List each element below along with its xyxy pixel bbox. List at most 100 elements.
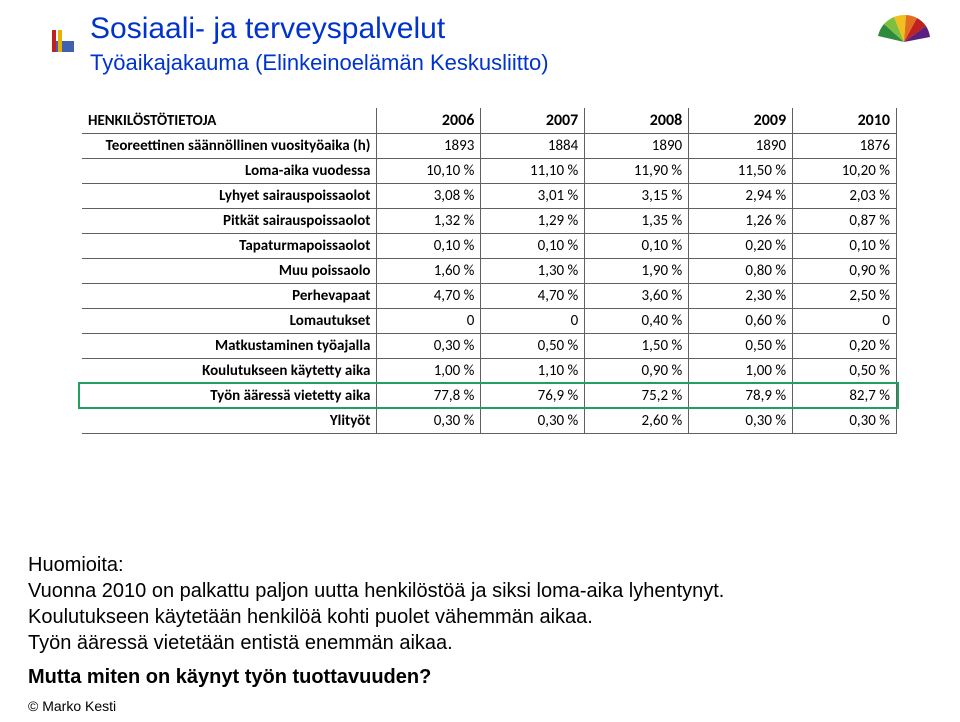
table-row-label: Teoreettinen säännöllinen vuosityöaika (… <box>82 134 377 159</box>
table-row: Pitkät sairauspoissaolot1,32 %1,29 %1,35… <box>82 209 897 234</box>
table-row: Loma-aika vuodessa10,10 %11,10 %11,90 %1… <box>82 159 897 184</box>
table-row-label: Tapaturmapoissaolot <box>82 234 377 259</box>
table-row-label: Muu poissaolo <box>82 259 377 284</box>
table-row-label: Pitkät sairauspoissaolot <box>82 209 377 234</box>
data-table: HENKILÖSTÖTIETOJA20062007200820092010 Teo… <box>82 108 897 434</box>
table-cell: 0,30 % <box>377 334 481 359</box>
table-cell: 2,60 % <box>585 409 689 434</box>
table-cell: 1,50 % <box>585 334 689 359</box>
table-cell: 1,35 % <box>585 209 689 234</box>
table-cell: 76,9 % <box>481 384 585 409</box>
table-cell: 3,15 % <box>585 184 689 209</box>
table-cell: 0,40 % <box>585 309 689 334</box>
notes-line: Vuonna 2010 on palkattu paljon uutta hen… <box>28 578 724 604</box>
table-cell: 0,30 % <box>481 409 585 434</box>
table-cell: 0,30 % <box>793 409 897 434</box>
table-cell: 0,10 % <box>793 234 897 259</box>
page-subtitle: Työaikajakauma (Elinkeinoelämän Keskusli… <box>90 50 870 76</box>
table-cell: 0 <box>793 309 897 334</box>
notes-line: Koulutukseen käytetään henkilöä kohti pu… <box>28 604 724 630</box>
table-row: Matkustaminen työajalla0,30 %0,50 %1,50 … <box>82 334 897 359</box>
table-year-header: 2006 <box>377 108 481 134</box>
table-cell: 0,10 % <box>585 234 689 259</box>
table-cell: 0,10 % <box>377 234 481 259</box>
table-cell: 1,60 % <box>377 259 481 284</box>
table-cell: 1,00 % <box>377 359 481 384</box>
notes-heading: Huomioita: <box>28 552 724 578</box>
table-cell: 0,87 % <box>793 209 897 234</box>
table-header-label: HENKILÖSTÖTIETOJA <box>82 108 377 134</box>
table-row-label: Perhevapaat <box>82 284 377 309</box>
page-title: Sosiaali- ja terveyspalvelut <box>90 12 870 46</box>
table-row: Työn ääressä vietetty aika77,8 %76,9 %75… <box>82 384 897 409</box>
table-cell: 0,60 % <box>689 309 793 334</box>
table-row-label: Ylityöt <box>82 409 377 434</box>
table-cell: 1,26 % <box>689 209 793 234</box>
table-row: Tapaturmapoissaolot0,10 %0,10 %0,10 %0,2… <box>82 234 897 259</box>
table-cell: 3,01 % <box>481 184 585 209</box>
table-cell: 11,10 % <box>481 159 585 184</box>
table-cell: 0,80 % <box>689 259 793 284</box>
table-year-header: 2007 <box>481 108 585 134</box>
table-cell: 1893 <box>377 134 481 159</box>
table-cell: 11,50 % <box>689 159 793 184</box>
table-row-label: Koulutukseen käytetty aika <box>82 359 377 384</box>
table-cell: 0,90 % <box>585 359 689 384</box>
table-cell: 2,30 % <box>689 284 793 309</box>
table-row: Lyhyet sairauspoissaolot3,08 %3,01 %3,15… <box>82 184 897 209</box>
logo-fan-icon <box>876 10 932 49</box>
question-text: Mutta miten on käynyt työn tuottavuuden? <box>28 666 431 689</box>
table-cell: 2,50 % <box>793 284 897 309</box>
table-cell: 3,60 % <box>585 284 689 309</box>
table-cell: 77,8 % <box>377 384 481 409</box>
data-table-container: HENKILÖSTÖTIETOJA20062007200820092010 Teo… <box>82 108 897 434</box>
table-cell: 82,7 % <box>793 384 897 409</box>
table-row-label: Lomautukset <box>82 309 377 334</box>
table-cell: 75,2 % <box>585 384 689 409</box>
slide-bullet-decor <box>52 30 74 52</box>
table-cell: 1876 <box>793 134 897 159</box>
title-block: Sosiaali- ja terveyspalvelut Työaikajaka… <box>90 12 870 76</box>
table-cell: 10,20 % <box>793 159 897 184</box>
table-cell: 0 <box>377 309 481 334</box>
notes-line: Työn ääressä vietetään entistä enemmän a… <box>28 630 724 656</box>
table-cell: 1,90 % <box>585 259 689 284</box>
table-cell: 10,10 % <box>377 159 481 184</box>
table-year-header: 2010 <box>793 108 897 134</box>
table-cell: 0,20 % <box>689 234 793 259</box>
table-cell: 4,70 % <box>481 284 585 309</box>
table-row: Perhevapaat4,70 %4,70 %3,60 %2,30 %2,50 … <box>82 284 897 309</box>
table-cell: 78,9 % <box>689 384 793 409</box>
table-cell: 1,32 % <box>377 209 481 234</box>
copyright-text: © Marko Kesti <box>28 698 116 714</box>
table-cell: 11,90 % <box>585 159 689 184</box>
table-row: Teoreettinen säännöllinen vuosityöaika (… <box>82 134 897 159</box>
table-cell: 2,03 % <box>793 184 897 209</box>
table-cell: 1890 <box>585 134 689 159</box>
table-row-label: Työn ääressä vietetty aika <box>82 384 377 409</box>
table-row: Lomautukset000,40 %0,60 %0 <box>82 309 897 334</box>
table-row: Muu poissaolo1,60 %1,30 %1,90 %0,80 %0,9… <box>82 259 897 284</box>
table-cell: 1,29 % <box>481 209 585 234</box>
table-row-label: Lyhyet sairauspoissaolot <box>82 184 377 209</box>
table-cell: 2,94 % <box>689 184 793 209</box>
table-row: Koulutukseen käytetty aika1,00 %1,10 %0,… <box>82 359 897 384</box>
table-cell: 0 <box>481 309 585 334</box>
table-row-label: Loma-aika vuodessa <box>82 159 377 184</box>
table-cell: 0,30 % <box>689 409 793 434</box>
table-cell: 0,50 % <box>793 359 897 384</box>
notes-block: Huomioita: Vuonna 2010 on palkattu paljo… <box>28 552 724 656</box>
table-cell: 4,70 % <box>377 284 481 309</box>
table-cell: 1884 <box>481 134 585 159</box>
table-cell: 1,00 % <box>689 359 793 384</box>
table-cell: 0,30 % <box>377 409 481 434</box>
table-row: Ylityöt0,30 %0,30 %2,60 %0,30 %0,30 % <box>82 409 897 434</box>
table-cell: 1,30 % <box>481 259 585 284</box>
table-year-header: 2008 <box>585 108 689 134</box>
table-cell: 0,90 % <box>793 259 897 284</box>
table-year-header: 2009 <box>689 108 793 134</box>
table-cell: 3,08 % <box>377 184 481 209</box>
table-cell: 0,20 % <box>793 334 897 359</box>
table-row-label: Matkustaminen työajalla <box>82 334 377 359</box>
table-cell: 1,10 % <box>481 359 585 384</box>
